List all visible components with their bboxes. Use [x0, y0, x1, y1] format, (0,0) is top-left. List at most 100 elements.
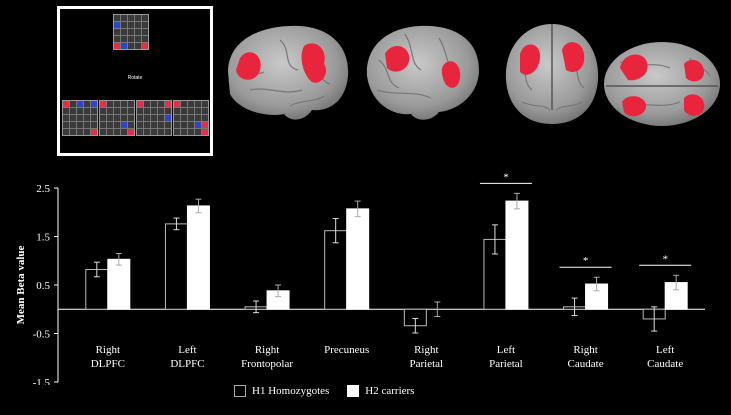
grid-cell	[174, 101, 180, 107]
grid-cell	[144, 115, 150, 121]
grid-cell	[128, 115, 134, 121]
category-label: Right	[573, 344, 597, 356]
y-tick-label: 1.5	[36, 232, 50, 244]
grid-cell	[114, 15, 120, 21]
category-label: Left	[497, 344, 515, 356]
grid-cell	[137, 115, 143, 121]
grid-cell	[128, 43, 134, 49]
grid-cell	[107, 122, 113, 128]
activation-region	[441, 61, 461, 88]
category-label: Right	[414, 344, 438, 356]
grid-cell	[128, 29, 134, 35]
grid-cell	[121, 29, 127, 35]
grid-cell	[91, 101, 97, 107]
grid-cell	[77, 129, 83, 135]
grid-cell	[114, 122, 120, 128]
category-label: DLPFC	[91, 358, 125, 370]
stimulus-panel: Rotate	[57, 6, 213, 156]
grid-cell	[114, 129, 120, 135]
grid-cell	[114, 36, 120, 42]
y-axis-label: Mean Beta value	[15, 245, 27, 324]
grid-cell	[142, 22, 148, 28]
grid-cell	[91, 129, 97, 135]
grid-cell	[128, 36, 134, 42]
significance-star: *	[583, 255, 589, 267]
brain-right-lateral	[366, 25, 479, 120]
grid-cell	[70, 108, 76, 114]
grid-cell	[84, 122, 90, 128]
grid-cell	[121, 101, 127, 107]
grid-cell	[121, 115, 127, 121]
option-grid	[136, 100, 172, 136]
grid-cell	[158, 122, 164, 128]
brain-posterior	[505, 24, 599, 124]
grid-cell	[114, 43, 120, 49]
grid-cell	[121, 122, 127, 128]
grid-cell	[181, 108, 187, 114]
bar	[505, 200, 529, 310]
grid-cell	[100, 108, 106, 114]
activation-region	[622, 96, 646, 117]
grid-cell	[84, 129, 90, 135]
target-grid	[113, 14, 149, 50]
y-tick-label: 2.5	[36, 183, 50, 195]
activation-region	[301, 43, 327, 83]
category-label: Left	[656, 344, 674, 356]
grid-cell	[158, 115, 164, 121]
activation-region	[562, 42, 585, 73]
activation-region	[520, 44, 540, 75]
grid-cell	[174, 129, 180, 135]
grid-cell	[195, 122, 201, 128]
grid-cell	[135, 36, 141, 42]
legend-swatch-h2	[347, 385, 360, 397]
grid-cell	[114, 115, 120, 121]
legend-label-h1: H1 Homozygotes	[252, 385, 330, 397]
grid-cell	[144, 129, 150, 135]
grid-cell	[121, 36, 127, 42]
grid-cell	[144, 101, 150, 107]
activation-region	[385, 45, 410, 72]
grid-cell	[135, 43, 141, 49]
y-tick-label: 0.5	[36, 280, 50, 292]
grid-cell	[181, 101, 187, 107]
bar-chart: 2.5 1.5 0.5 -0.5 -1.5 Mean Beta value Right DLP…	[15, 171, 705, 385]
grid-cell	[174, 122, 180, 128]
grid-cell	[188, 108, 194, 114]
grid-cell	[107, 115, 113, 121]
grid-cell	[202, 115, 208, 121]
grid-cell	[142, 43, 148, 49]
category-label: Parietal	[489, 358, 523, 370]
grid-cell	[63, 101, 69, 107]
grid-cell	[188, 122, 194, 128]
grid-cell	[100, 115, 106, 121]
grid-cell	[151, 101, 157, 107]
category-label: DLPFC	[170, 358, 204, 370]
activation-region	[236, 52, 261, 80]
grid-cell	[128, 101, 134, 107]
option-grid	[99, 100, 135, 136]
grid-cell	[142, 29, 148, 35]
grid-cell	[195, 108, 201, 114]
brain-left-lateral	[228, 25, 349, 120]
category-label: Caudate	[568, 358, 604, 370]
grid-cell	[100, 122, 106, 128]
category-label: Right	[255, 344, 279, 356]
y-tick-label: -1.5	[33, 377, 51, 385]
grid-cell	[91, 122, 97, 128]
grid-cell	[63, 122, 69, 128]
grid-cell	[91, 115, 97, 121]
grid-cell	[121, 43, 127, 49]
grid-cell	[100, 101, 106, 107]
grid-cell	[188, 129, 194, 135]
activation-region	[620, 54, 648, 81]
grid-cell	[158, 108, 164, 114]
grid-cell	[137, 108, 143, 114]
grid-cell	[158, 101, 164, 107]
grid-cell	[100, 129, 106, 135]
option-grid	[173, 100, 209, 136]
grid-cell	[174, 115, 180, 121]
category-label: Caudate	[647, 358, 683, 370]
grid-cell	[165, 101, 171, 107]
category-label: Left	[178, 344, 196, 356]
grid-cell	[77, 115, 83, 121]
